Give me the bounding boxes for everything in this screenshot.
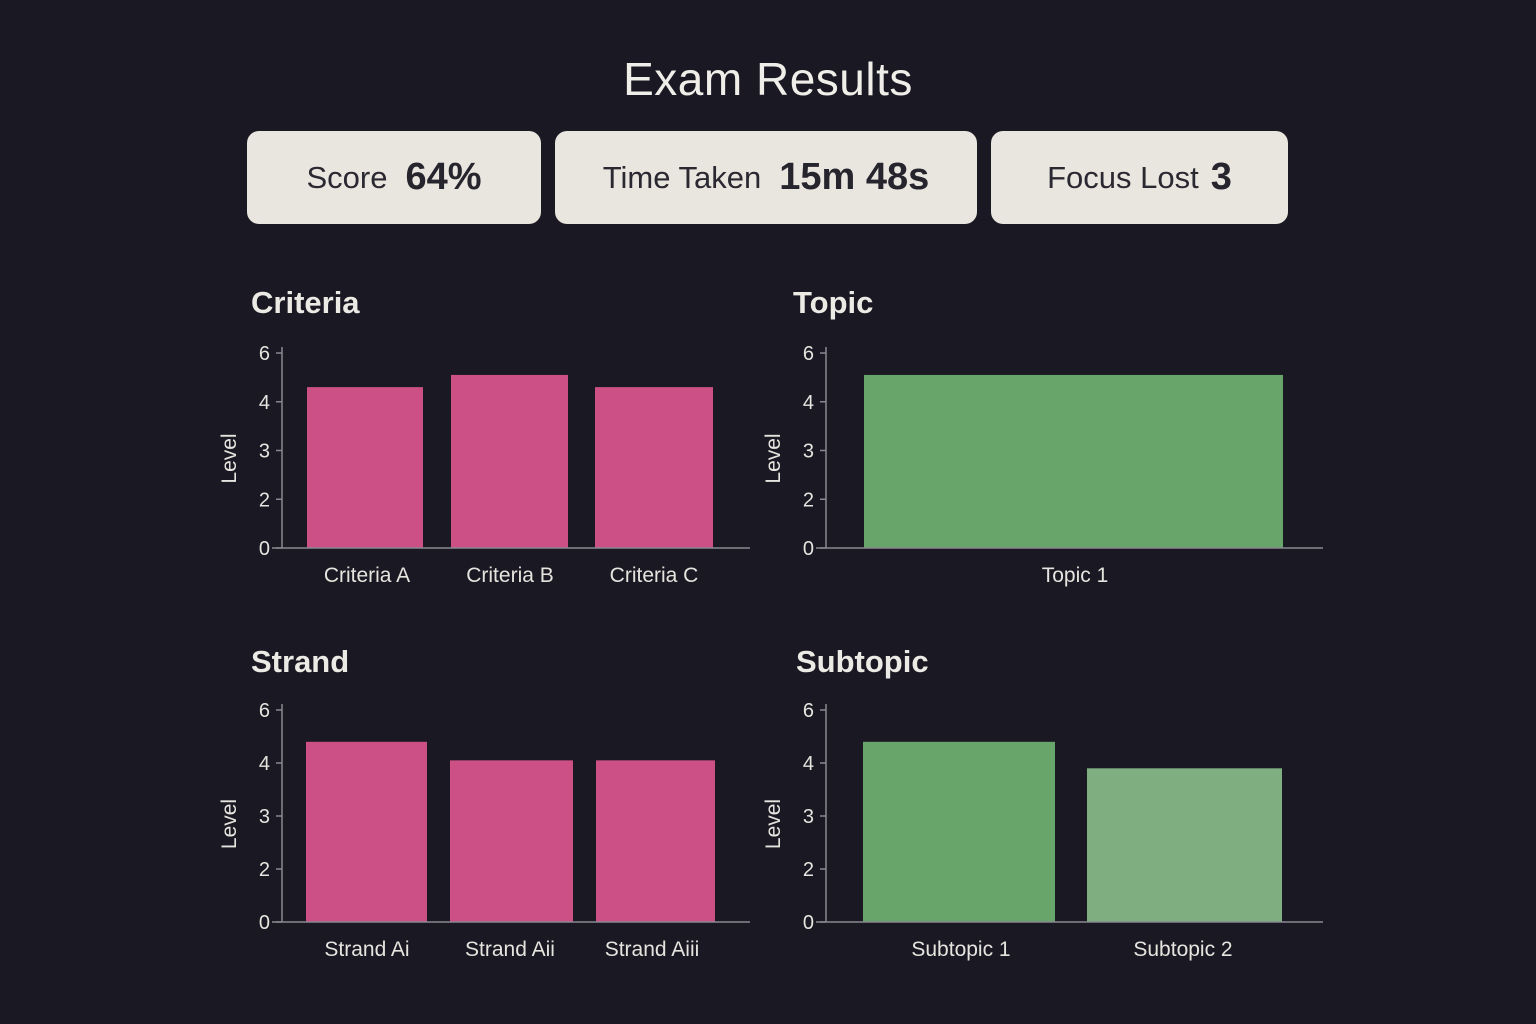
bar-subtopic-1	[863, 741, 1055, 922]
x-tick-label: Subtopic 1	[911, 938, 1010, 961]
score-value: 64%	[405, 156, 482, 198]
y-tick-label: 4	[803, 753, 814, 775]
x-tick-label: Strand Ai	[324, 938, 409, 961]
y-tick-label: 4	[803, 392, 814, 414]
y-axis-label: Level	[762, 799, 785, 849]
focus-lost-card: Focus Lost 3	[991, 131, 1288, 224]
bar-strand-ai	[306, 741, 427, 922]
y-axis-label: Level	[218, 433, 241, 483]
y-tick-label: 2	[259, 859, 270, 881]
time-taken-label: Time Taken	[602, 159, 762, 195]
x-tick-label: Topic 1	[1042, 564, 1109, 587]
score-card: Score 64%	[247, 131, 541, 224]
bar-criteria-a	[307, 387, 423, 548]
y-tick-label: 0	[259, 538, 270, 560]
bar-strand-aiii	[596, 760, 715, 922]
bar-topic-1	[864, 374, 1283, 548]
y-tick-label: 0	[803, 912, 814, 934]
bar-criteria-b	[451, 374, 568, 548]
time-taken-value: 15m 48s	[779, 156, 930, 198]
y-axis-label: Level	[218, 799, 241, 849]
strand-chart-title: Strand	[251, 644, 350, 679]
criteria-chart-title: Criteria	[251, 285, 360, 320]
y-axis-label: Level	[762, 433, 785, 483]
y-tick-label: 3	[259, 441, 270, 463]
bar-subtopic-2	[1087, 768, 1282, 922]
time-taken-card: Time Taken 15m 48s	[555, 131, 977, 224]
y-tick-label: 3	[259, 806, 270, 828]
y-tick-label: 2	[803, 859, 814, 881]
page-title: Exam Results	[623, 53, 913, 105]
topic-chart-title: Topic	[793, 285, 874, 320]
x-tick-label: Criteria C	[610, 564, 699, 587]
y-tick-label: 0	[803, 538, 814, 560]
x-tick-label: Strand Aii	[465, 938, 555, 961]
x-tick-label: Subtopic 2	[1133, 938, 1232, 961]
bar-criteria-c	[595, 387, 713, 548]
x-tick-label: Strand Aiii	[605, 938, 700, 961]
y-tick-label: 2	[259, 489, 270, 511]
y-tick-label: 2	[803, 489, 814, 511]
y-tick-label: 4	[259, 392, 270, 414]
y-tick-label: 0	[259, 912, 270, 934]
y-tick-label: 6	[803, 700, 814, 722]
x-tick-label: Criteria A	[324, 564, 410, 587]
y-tick-label: 6	[259, 700, 270, 722]
y-tick-label: 6	[259, 343, 270, 365]
bar-strand-aii	[450, 760, 573, 922]
y-tick-label: 6	[803, 343, 814, 365]
y-tick-label: 3	[803, 441, 814, 463]
focus-lost-label: Focus Lost	[1047, 159, 1199, 195]
subtopic-chart-title: Subtopic	[796, 644, 929, 679]
focus-lost-value: 3	[1210, 156, 1232, 198]
y-tick-label: 4	[259, 753, 270, 775]
x-tick-label: Criteria B	[466, 564, 554, 587]
y-tick-label: 3	[803, 806, 814, 828]
score-label: Score	[306, 159, 388, 195]
